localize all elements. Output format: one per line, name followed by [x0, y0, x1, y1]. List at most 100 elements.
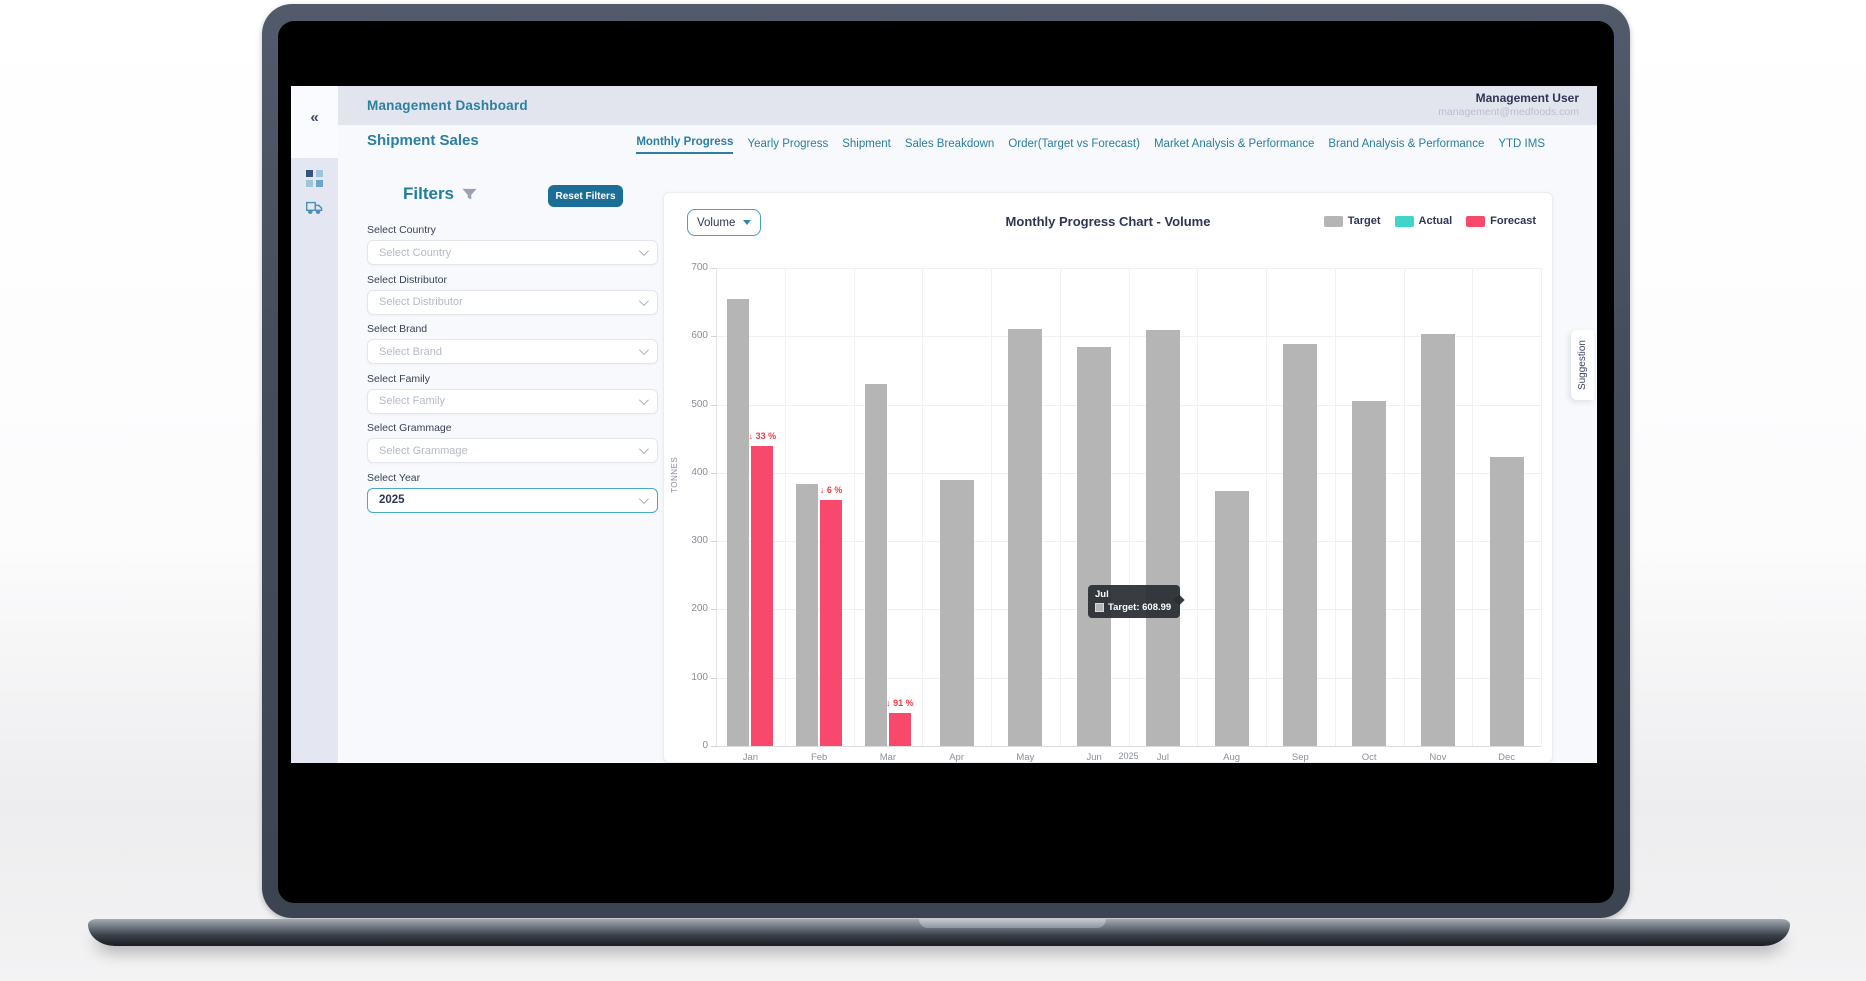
- legend-label: Target: [1347, 215, 1381, 227]
- dashboard: « Management Dashboard Management User m…: [291, 86, 1597, 763]
- forecast-bar-mar[interactable]: [888, 713, 911, 746]
- legend-item-forecast: Forecast: [1466, 215, 1536, 227]
- y-axis-tick: 0: [702, 740, 708, 751]
- filter-select-select-country[interactable]: Select Country: [367, 240, 658, 265]
- metric-select-value: Volume: [697, 216, 736, 229]
- filter-select-select-brand[interactable]: Select Brand: [367, 339, 658, 364]
- filters-panel: Filters Reset Filters Select Country Sele…: [367, 184, 658, 521]
- gridline-h: [716, 746, 1541, 747]
- y-axis-tickmark: [711, 746, 716, 747]
- tab-sales-breakdown[interactable]: Sales Breakdown: [904, 138, 995, 150]
- filter-field-select-year: Select Year 2025: [367, 472, 658, 513]
- target-bar-apr[interactable]: [939, 479, 974, 746]
- user-name: Management User: [1475, 91, 1579, 106]
- tab-yearly-progress[interactable]: Yearly Progress: [747, 138, 829, 150]
- x-axis-tick-aug: Aug: [1223, 752, 1241, 763]
- reset-filters-button[interactable]: Reset Filters: [548, 185, 623, 207]
- tab-brand-analysis-performance[interactable]: Brand Analysis & Performance: [1328, 138, 1485, 150]
- legend-item-actual: Actual: [1394, 215, 1453, 227]
- chevron-down-icon: [638, 493, 649, 504]
- tooltip-row: Target: 608.99: [1095, 602, 1171, 613]
- x-axis-tick-mar: Mar: [879, 752, 897, 763]
- chevron-down-icon: [743, 220, 752, 225]
- target-bar-nov[interactable]: [1420, 333, 1455, 746]
- tab-market-analysis-performance[interactable]: Market Analysis & Performance: [1153, 138, 1315, 150]
- filter-label: Select Brand: [367, 323, 428, 335]
- forecast-bar-feb[interactable]: [820, 500, 843, 746]
- filters-title: Filters: [403, 184, 478, 204]
- filter-select-select-distributor[interactable]: Select Distributor: [367, 289, 658, 315]
- metric-select[interactable]: Volume: [687, 209, 762, 236]
- y-axis-tick: 700: [691, 262, 708, 273]
- filter-select-placeholder: Select Grammage: [379, 444, 468, 457]
- legend-item-target: Target: [1323, 215, 1381, 227]
- user-email: management@medfoods.com: [1438, 106, 1579, 119]
- target-bar-jan[interactable]: [727, 298, 750, 746]
- target-bar-oct[interactable]: [1352, 401, 1387, 746]
- target-bar-mar[interactable]: [864, 384, 887, 746]
- chart-legend: Target Actual Forecast: [1323, 215, 1536, 227]
- legend-label: Actual: [1418, 215, 1453, 227]
- pct-change-label: ↓ 6 %: [819, 485, 843, 496]
- y-axis-tickmark: [711, 404, 716, 406]
- filter-select-select-year[interactable]: 2025: [367, 487, 658, 513]
- sidebar-icons: [291, 170, 338, 216]
- filter-select-select-grammage[interactable]: Select Grammage: [367, 438, 658, 463]
- target-bar-may[interactable]: [1008, 329, 1043, 746]
- dashboard-grid-icon[interactable]: [306, 170, 323, 187]
- tab-order-target-vs-forecast[interactable]: Order(Target vs Forecast): [1008, 138, 1140, 150]
- chevron-down-icon: [638, 246, 649, 257]
- suggestion-tab[interactable]: Suggestion: [1571, 330, 1594, 400]
- shipment-truck-icon[interactable]: [306, 199, 323, 216]
- target-bar-feb[interactable]: [796, 484, 819, 746]
- target-bar-sep[interactable]: [1283, 344, 1318, 746]
- gridline-v: [991, 268, 992, 746]
- tooltip-text: Target: 608.99: [1108, 602, 1172, 613]
- x-axis-tick-feb: Feb: [810, 752, 828, 763]
- tooltip-target-swatch: [1095, 603, 1104, 612]
- y-axis-tick: 400: [691, 466, 708, 478]
- user-block[interactable]: Management User management@medfoods.com: [1438, 91, 1579, 119]
- filters-title-text: Filters: [403, 184, 455, 203]
- tooltip-title: Jul: [1095, 589, 1109, 600]
- y-axis-tick: 100: [691, 671, 708, 683]
- filter-field-select-grammage: Select Grammage Select Grammage: [367, 422, 658, 463]
- y-axis-tick: 300: [691, 535, 708, 547]
- legend-swatch: [1394, 215, 1414, 227]
- filter-select-placeholder: Select Brand: [379, 345, 442, 358]
- header-bar: Management Dashboard Management User man…: [338, 86, 1597, 125]
- target-bar-jun[interactable]: [1077, 346, 1112, 746]
- legend-swatch: [1323, 215, 1343, 227]
- y-axis-tick: 600: [691, 330, 708, 342]
- nav-tabs: Monthly Progress Yearly Progress Shipment S…: [636, 136, 1545, 154]
- y-axis-tickmark: [711, 472, 716, 474]
- filter-select-select-family[interactable]: Select Family: [367, 388, 658, 414]
- sidebar-top: «: [291, 86, 338, 158]
- chevron-down-icon: [638, 394, 649, 405]
- y-axis-tickmark: [711, 268, 716, 269]
- gridline-v: [1334, 268, 1336, 746]
- legend-swatch: [1466, 215, 1486, 227]
- pct-change-label: ↓ 91 %: [886, 698, 914, 709]
- y-axis-tickmark: [711, 609, 716, 611]
- y-axis-tickmark: [711, 541, 716, 543]
- filter-label: Select Distributor: [367, 273, 447, 286]
- forecast-bar-jan[interactable]: [751, 446, 774, 746]
- filter-field-select-brand: Select Brand Select Brand: [367, 323, 658, 364]
- target-bar-jul[interactable]: [1145, 330, 1180, 746]
- gridline-v: [716, 268, 717, 746]
- x-axis-year-label: 2025: [1118, 751, 1139, 761]
- tab-monthly-progress[interactable]: Monthly Progress: [636, 136, 734, 154]
- filter-field-select-distributor: Select Distributor Select Distributor: [367, 274, 658, 315]
- tab-ytd-ims[interactable]: YTD IMS: [1498, 138, 1545, 150]
- filter-select-placeholder: Select Distributor: [379, 296, 463, 308]
- sidebar-collapse-icon[interactable]: «: [310, 109, 319, 126]
- y-axis-tickmark: [711, 677, 716, 679]
- app-title: Management Dashboard: [367, 98, 528, 113]
- gridline-v: [1541, 268, 1542, 746]
- filter-label: Select Country: [367, 224, 436, 236]
- target-bar-dec[interactable]: [1489, 457, 1524, 746]
- tab-shipment[interactable]: Shipment: [842, 138, 891, 150]
- chevron-down-icon: [638, 444, 649, 455]
- target-bar-aug[interactable]: [1214, 490, 1249, 746]
